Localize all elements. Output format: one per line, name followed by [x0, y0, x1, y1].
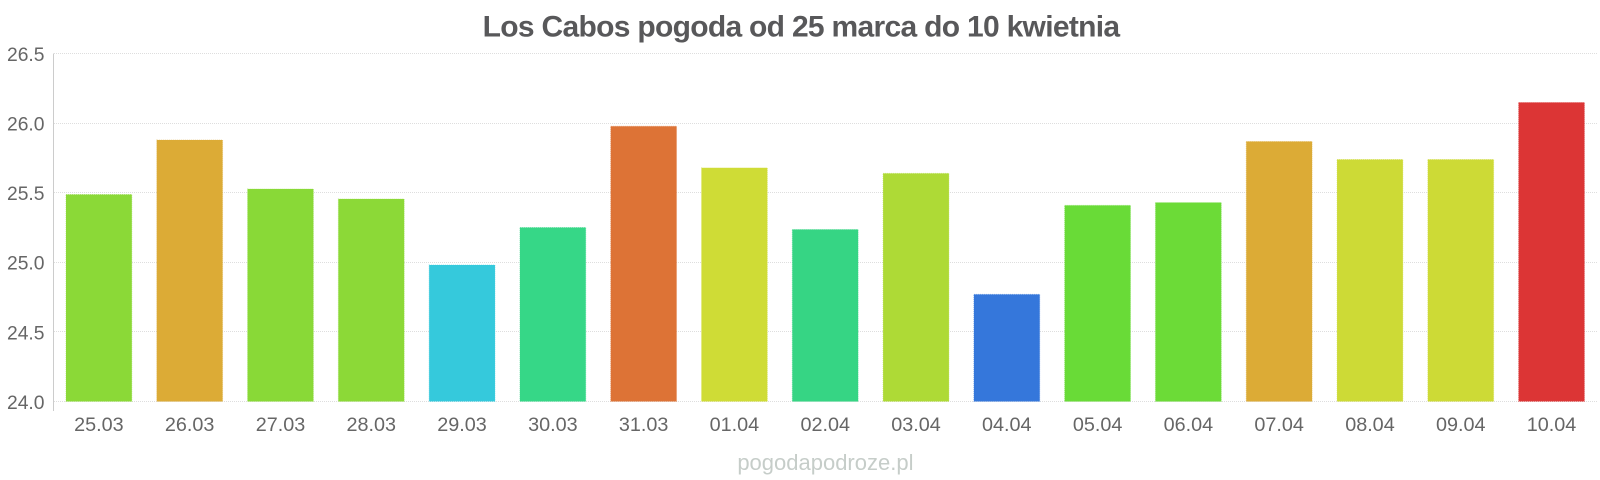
svg-text:26.03: 26.03 — [165, 414, 215, 436]
svg-text:05.04: 05.04 — [1073, 414, 1123, 436]
svg-text:25.5: 25.5 — [7, 184, 45, 205]
svg-text:04.04: 04.04 — [982, 414, 1032, 436]
svg-text:pogodapodroze.pl: pogodapodroze.pl — [737, 450, 913, 475]
svg-text:25.03: 25.03 — [74, 414, 124, 436]
svg-text:31.03: 31.03 — [619, 414, 669, 436]
svg-text:08.04: 08.04 — [1345, 414, 1395, 436]
svg-text:30.03: 30.03 — [528, 414, 578, 436]
svg-text:26.0: 26.0 — [7, 115, 45, 136]
svg-text:10.04: 10.04 — [1527, 414, 1577, 436]
svg-text:24.0: 24.0 — [7, 393, 45, 414]
svg-text:07.04: 07.04 — [1254, 414, 1304, 436]
svg-text:26.5: 26.5 — [7, 45, 45, 66]
svg-text:24.5: 24.5 — [7, 323, 45, 344]
svg-text:25.0: 25.0 — [7, 254, 45, 275]
svg-text:06.04: 06.04 — [1164, 414, 1214, 436]
svg-text:27.03: 27.03 — [256, 414, 306, 436]
svg-text:02.04: 02.04 — [800, 414, 850, 436]
svg-text:01.04: 01.04 — [710, 414, 760, 436]
svg-text:Los Cabos pogoda od 25 marca d: Los Cabos pogoda od 25 marca do 10 kwiet… — [483, 11, 1121, 44]
svg-text:29.03: 29.03 — [437, 414, 487, 436]
svg-text:09.04: 09.04 — [1436, 414, 1486, 436]
svg-text:03.04: 03.04 — [891, 414, 941, 436]
svg-text:28.03: 28.03 — [347, 414, 397, 436]
